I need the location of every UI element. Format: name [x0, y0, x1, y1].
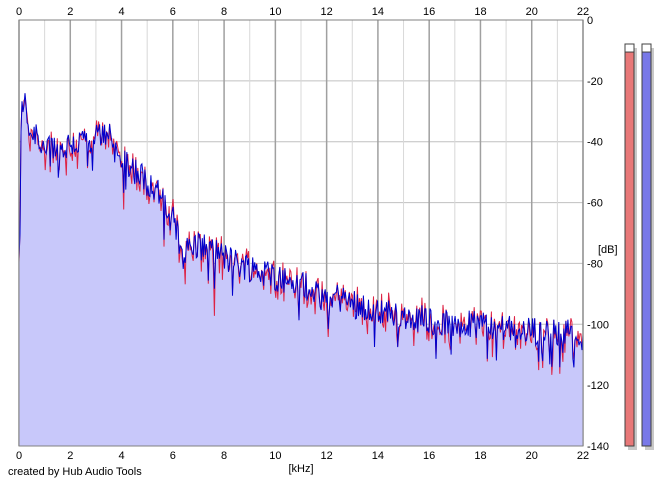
- spectrum-line-left: [18, 93, 584, 368]
- credit-text: created by Hub Audio Tools: [8, 466, 142, 478]
- plot-frame: [18, 19, 584, 447]
- x-axis-label: [kHz]: [288, 463, 313, 475]
- x-tick-label-top: 18: [474, 6, 486, 18]
- x-tick-label-bottom: 18: [474, 450, 486, 462]
- tick-labels: 002244668810101212141416161818202022220-…: [16, 6, 609, 462]
- x-tick-label-bottom: 14: [372, 450, 384, 462]
- y-tick-label: -80: [587, 258, 603, 270]
- x-tick-label-bottom: 0: [16, 450, 22, 462]
- spectrum-peak-line-right: [18, 99, 584, 375]
- y-tick-label: -20: [587, 76, 603, 88]
- x-tick-label-top: 6: [170, 6, 176, 18]
- y-tick-label: -140: [587, 441, 609, 453]
- y-tick-label: -120: [587, 380, 609, 392]
- x-tick-label-bottom: 16: [423, 450, 435, 462]
- y-tick-label: 0: [587, 15, 593, 27]
- x-tick-label-top: 22: [577, 6, 589, 18]
- x-tick-label-top: 10: [269, 6, 281, 18]
- x-tick-label-top: 2: [67, 6, 73, 18]
- y-tick-label: -100: [587, 319, 609, 331]
- x-tick-label-top: 0: [16, 6, 22, 18]
- y-axis-label: [dB]: [598, 244, 618, 256]
- x-tick-label-top: 14: [372, 6, 384, 18]
- x-tick-label-bottom: 22: [577, 450, 589, 462]
- x-tick-label-bottom: 4: [118, 450, 124, 462]
- y-tick-label: -40: [587, 137, 603, 149]
- x-tick-label-top: 8: [221, 6, 227, 18]
- x-tick-label-bottom: 6: [170, 450, 176, 462]
- x-tick-label-bottom: 2: [67, 450, 73, 462]
- meter-fill: [641, 51, 652, 447]
- x-tick-label-top: 20: [526, 6, 538, 18]
- meter-fill: [624, 51, 635, 447]
- x-tick-label-top: 12: [321, 6, 333, 18]
- x-tick-label-top: 16: [423, 6, 435, 18]
- spectrum-area: [19, 93, 583, 446]
- level-meters: [624, 43, 654, 450]
- x-tick-label-bottom: 10: [269, 450, 281, 462]
- x-tick-label-bottom: 12: [321, 450, 333, 462]
- x-tick-label-bottom: 20: [526, 450, 538, 462]
- x-tick-label-top: 4: [118, 6, 124, 18]
- y-tick-label: -60: [587, 198, 603, 210]
- x-tick-label-bottom: 8: [221, 450, 227, 462]
